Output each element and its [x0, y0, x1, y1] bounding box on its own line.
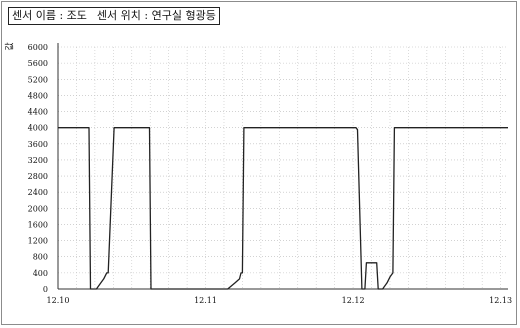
- y-tick-label: 1600: [28, 220, 48, 229]
- y-tick-label: 5600: [28, 59, 48, 68]
- x-tick-label: 12.12: [342, 296, 365, 305]
- y-tick-label: 3600: [28, 140, 48, 149]
- x-tick-label: 12.11: [194, 296, 217, 305]
- series-line: [58, 127, 508, 290]
- y-tick-label: 1200: [28, 237, 48, 246]
- x-tick-label: 12.13: [489, 296, 512, 305]
- y-tick-label: 3200: [28, 156, 48, 165]
- y-tick-label: 4400: [28, 108, 48, 117]
- y-tick-label: 800: [33, 253, 48, 262]
- y-tick-label: 2400: [28, 188, 48, 197]
- x-tick-label: 12.10: [47, 296, 70, 305]
- y-tick-label: 5200: [28, 75, 48, 84]
- y-tick-label: 2800: [28, 172, 48, 181]
- y-tick-label: 400: [33, 269, 48, 278]
- y-tick-label: 6000: [28, 43, 48, 52]
- sensor-info-box: 센서 이름 : 조도 센서 위치 : 연구실 형광등: [8, 7, 220, 25]
- y-tick-label: 2000: [28, 204, 48, 213]
- y-tick-label: 0: [43, 285, 48, 294]
- sensor-name: 센서 이름 : 조도: [12, 9, 87, 22]
- sensor-location: 센서 위치 : 연구실 형광등: [96, 9, 216, 22]
- y-tick-label: 4800: [28, 91, 48, 100]
- y-tick-label: 4000: [28, 124, 48, 133]
